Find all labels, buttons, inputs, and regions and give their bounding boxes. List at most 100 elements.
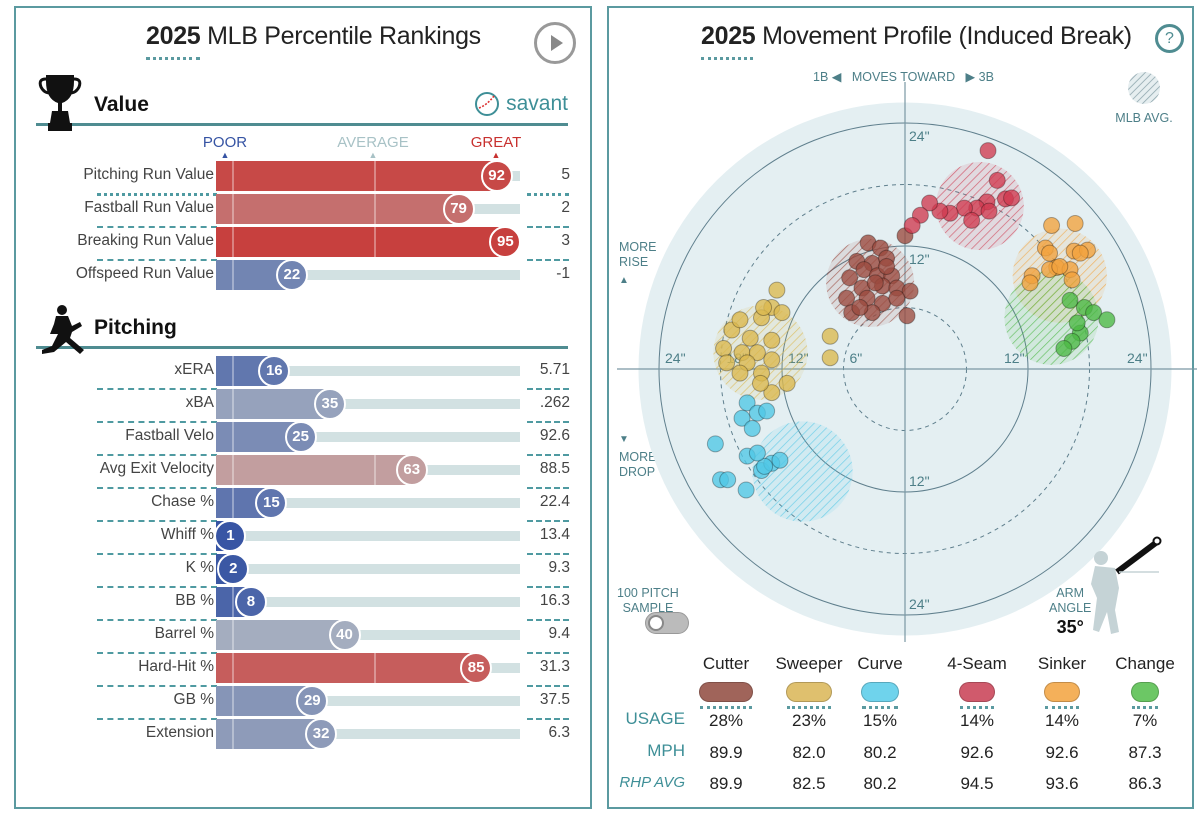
metric-row[interactable]: xBA 35 .262: [16, 388, 594, 420]
pitch-point-sweeper: [748, 344, 766, 362]
row-divider: [97, 388, 217, 390]
pitch-color-swatch[interactable]: [699, 682, 753, 702]
percentile-track: [250, 597, 520, 607]
pitch-color-swatch[interactable]: [1044, 682, 1080, 702]
percentile-badge: 63: [395, 454, 428, 486]
pitch-point-4-seam: [903, 217, 921, 234]
pitch-rhp-avg: 89.9: [709, 774, 743, 793]
pitch-name[interactable]: 4-Seam: [947, 654, 1007, 673]
pitch-color-swatch[interactable]: [786, 682, 832, 702]
poor-marker-line: [232, 488, 234, 518]
pitch-color-swatch[interactable]: [1131, 682, 1159, 702]
ring-label: 24": [1127, 350, 1148, 366]
pitch-mph: 82.0: [792, 743, 826, 762]
ring-label: 12": [1004, 350, 1025, 366]
poor-marker-line: [232, 455, 234, 485]
pitch-point-cutter: [855, 261, 873, 279]
percentile-track: [344, 630, 520, 640]
metric-value: 88.5: [539, 460, 570, 477]
row-divider: [97, 487, 217, 489]
metric-value: 5.71: [539, 361, 570, 378]
pitch-point-change: [1061, 291, 1079, 309]
pitch-point-curve: [758, 402, 776, 420]
metric-row[interactable]: Offspeed Run Value 22 -1: [16, 259, 594, 291]
metric-row[interactable]: Chase % 15 22.4: [16, 487, 594, 519]
row-divider: [527, 259, 569, 261]
average-marker-line: [374, 161, 376, 191]
baseball-icon: [475, 92, 500, 116]
row-divider: [527, 652, 569, 654]
metric-row[interactable]: xERA 16 5.71: [16, 355, 594, 387]
pitch-name[interactable]: Sweeper: [775, 654, 843, 673]
pitch-usage: 7%: [1132, 711, 1158, 730]
pitch-color-swatch[interactable]: [959, 682, 995, 702]
play-button[interactable]: [534, 22, 576, 64]
pitch-color-swatch[interactable]: [861, 682, 899, 702]
metric-row[interactable]: Fastball Velo 25 92.6: [16, 421, 594, 453]
pitch-point-4-seam: [979, 142, 997, 160]
pitch-name[interactable]: Change: [1115, 654, 1175, 673]
pitch-name[interactable]: Curve: [857, 654, 903, 673]
metric-row[interactable]: Hard-Hit % 85 31.3: [16, 652, 594, 684]
percentile-badge: 35: [313, 388, 346, 420]
metric-row[interactable]: Breaking Run Value 95 3: [16, 226, 594, 258]
metric-row[interactable]: Fastball Run Value 79 2: [16, 193, 594, 225]
percentile-track: [300, 432, 520, 442]
pitch-name[interactable]: Cutter: [702, 654, 750, 673]
help-button[interactable]: ?: [1155, 24, 1184, 53]
help-icon: ?: [1165, 30, 1174, 47]
percentile-badge: 79: [442, 193, 475, 225]
pitch-usage: 15%: [862, 711, 898, 730]
pitch-point-curve: [743, 419, 761, 437]
pitch-point-cutter: [873, 294, 891, 312]
pitch-point-sweeper: [773, 304, 791, 322]
pitch-rhp-avg: 86.3: [1128, 774, 1162, 793]
pitch-usage: 28%: [708, 711, 744, 730]
pitch-point-4-seam: [1003, 189, 1021, 207]
percentile-bar: [216, 227, 506, 257]
mlb-avg-curve: [752, 421, 853, 522]
metric-value: 22.4: [539, 493, 570, 510]
arm-angle-label: ARM ANGLE 35°: [1049, 586, 1092, 637]
pitch-point-cutter: [841, 269, 859, 287]
row-divider: [527, 226, 569, 228]
percentile-badge: 29: [296, 685, 329, 717]
metric-label: GB %: [173, 691, 214, 708]
percentile-badge: 32: [305, 718, 338, 750]
pitch-point-change: [1098, 311, 1116, 329]
metric-row[interactable]: GB % 29 37.5: [16, 685, 594, 717]
pitch-name[interactable]: Sinker: [1037, 654, 1087, 673]
metric-row[interactable]: Barrel % 40 9.4: [16, 619, 594, 651]
metric-row[interactable]: Avg Exit Velocity 63 88.5: [16, 454, 594, 486]
pitch-point-sweeper: [731, 311, 749, 329]
metric-label: Breaking Run Value: [77, 232, 214, 249]
metric-row[interactable]: BB % 8 16.3: [16, 586, 594, 618]
metric-value: 5: [561, 166, 570, 183]
toggle-knob: [648, 615, 664, 631]
pitch-rhp-avg: 94.5: [960, 774, 994, 793]
metric-row[interactable]: K % 2 9.3: [16, 553, 594, 585]
percentile-track: [411, 465, 520, 475]
ring-label: 24": [665, 350, 686, 366]
pitch-sample-toggle[interactable]: [645, 612, 689, 634]
more-rise-label: MORE RISE ▲: [619, 240, 657, 286]
percentile-bar: [216, 653, 477, 683]
metric-row[interactable]: Whiff % 1 13.4: [16, 520, 594, 552]
row-divider: [527, 685, 569, 687]
percentile-bar: [216, 194, 459, 224]
percentile-badge: 25: [284, 421, 317, 453]
row-divider: [527, 487, 569, 489]
pitch-point-sweeper: [763, 331, 781, 349]
percentile-badge: 40: [328, 619, 361, 651]
section-header-value: Value savant: [36, 75, 568, 131]
percentile-bar: [216, 620, 345, 650]
percentile-track: [230, 531, 520, 541]
metric-label: Fastball Velo: [125, 427, 214, 444]
metric-row[interactable]: Pitching Run Value 92 5: [16, 160, 594, 192]
hatch-legend-icon: [1128, 72, 1160, 104]
poor-marker-line: [232, 587, 234, 617]
scale-poor: POOR ▲: [202, 134, 248, 160]
pitch-point-curve: [737, 481, 755, 499]
pitch-point-curve: [706, 435, 724, 453]
metric-row[interactable]: Extension 32 6.3: [16, 718, 594, 750]
